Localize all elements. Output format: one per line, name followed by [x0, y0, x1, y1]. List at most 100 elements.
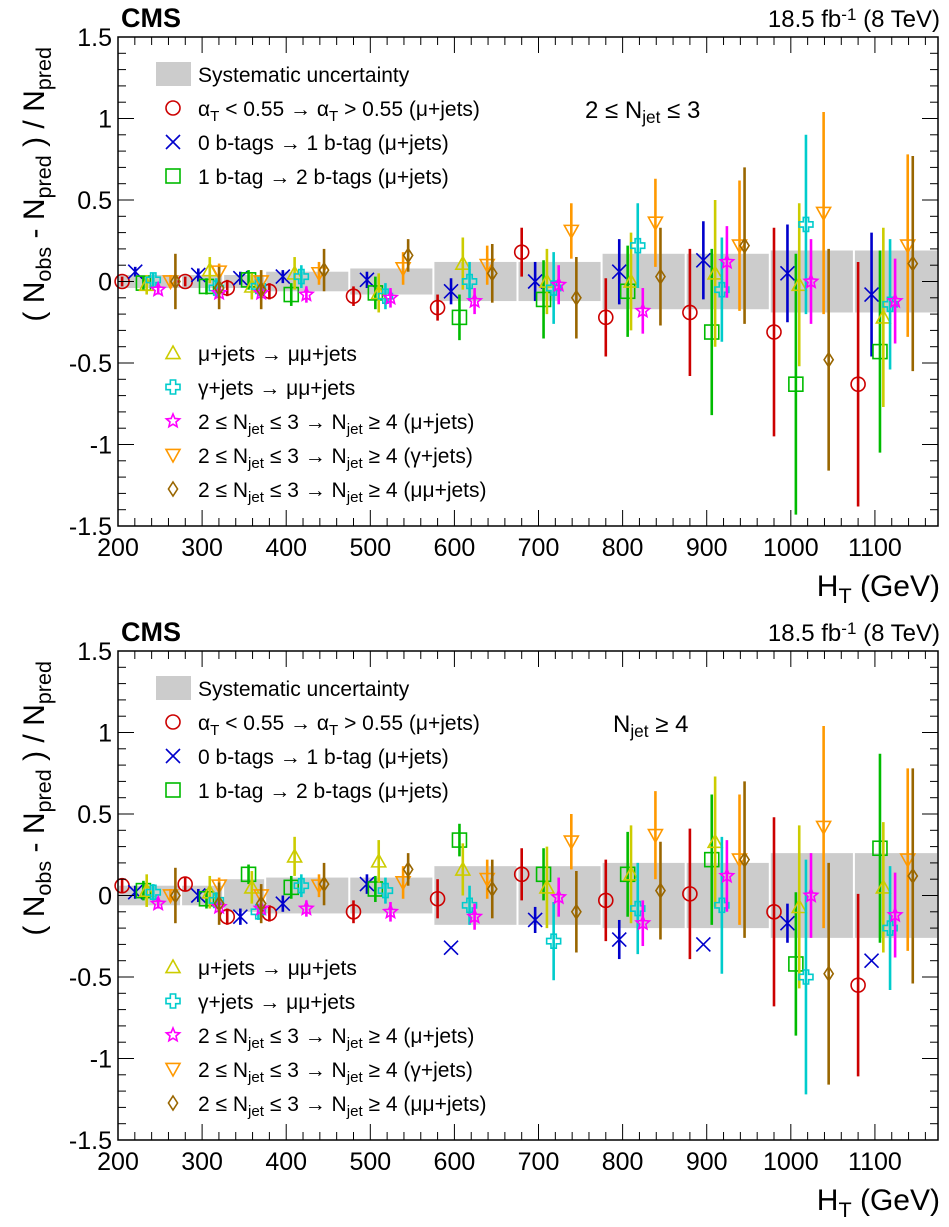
legend-item-gam2mumu: γ+jets → μμ+jets — [165, 991, 355, 1014]
legend-item-alphaT: αT < 0.55 → αT > 0.55 (μ+jets) — [165, 98, 480, 125]
data-point — [872, 343, 888, 360]
y-tick-label: -1 — [90, 1046, 112, 1074]
data-point — [240, 866, 257, 883]
data-point — [907, 867, 919, 885]
data-point — [394, 262, 412, 278]
data-point — [310, 879, 328, 895]
data-point — [461, 273, 478, 290]
data-point — [550, 275, 568, 293]
series-btag01 — [127, 874, 880, 969]
data-point — [706, 264, 724, 280]
legend-marker — [165, 134, 181, 150]
data-point — [682, 304, 698, 321]
data-point — [377, 882, 394, 899]
data-point — [275, 269, 291, 285]
y-tick-label: -1.5 — [69, 1127, 112, 1155]
data-point — [622, 272, 640, 288]
data-point — [550, 888, 568, 905]
legend-item-syst: Systematic uncertainty — [156, 62, 410, 87]
legend-label: 1 b-tag → 2 b-tags (μ+jets) — [198, 166, 449, 189]
legend-item-nj_mu: 2 ≤ Njet ≤ 3 → Njet ≥ 4 (μ+jets) — [164, 1025, 474, 1052]
data-point — [283, 286, 300, 303]
legend-marker — [165, 993, 181, 1009]
data-point — [899, 853, 917, 869]
data-point — [443, 940, 459, 956]
data-point — [899, 239, 917, 255]
data-point — [318, 875, 330, 893]
luminosity-label: 18.5 fb-1 (8 TeV) — [768, 619, 940, 647]
y-tick-label: -0.5 — [69, 350, 112, 378]
data-point — [169, 273, 181, 290]
data-point — [718, 866, 736, 884]
y-tick-label: 0 — [98, 883, 112, 911]
x-tick-label: 900 — [686, 1148, 728, 1176]
legend-item-nj_mumu: 2 ≤ Njet ≤ 3 → Njet ≥ 4 (μμ+jets) — [167, 1093, 487, 1120]
data-point — [243, 878, 261, 894]
data-point — [654, 268, 666, 286]
data-point — [815, 820, 832, 836]
data-point — [367, 881, 384, 897]
legend-label: γ+jets → μμ+jets — [198, 377, 355, 400]
data-point — [731, 853, 748, 869]
data-point — [465, 291, 484, 309]
x-tick-label: 800 — [602, 534, 644, 562]
legend-item-btag12: 1 b-tag → 2 b-tags (μ+jets) — [165, 780, 449, 803]
legend-label: 2 ≤ Njet ≤ 3 → Njet ≥ 4 (μμ+jets) — [198, 1093, 487, 1120]
legend-item-nj_gam: 2 ≤ Njet ≤ 3 → Njet ≥ 4 (γ+jets) — [164, 445, 473, 472]
legend-item-mu2mumu: μ+jets → μμ+jets — [164, 343, 357, 366]
x-tick-label: 500 — [349, 534, 391, 562]
data-point — [611, 931, 627, 948]
data-point — [570, 289, 582, 307]
data-point — [451, 309, 468, 326]
data-point — [703, 324, 720, 340]
data-point — [562, 224, 580, 240]
data-point — [718, 252, 736, 270]
panel-2: 200 300 400 500 600 700 800 900 1000 1100 -1.5 -1 -0… — [18, 617, 940, 1222]
data-point — [790, 898, 808, 914]
y-tick-label: 1 — [98, 106, 112, 134]
data-point — [461, 897, 478, 914]
data-point — [213, 279, 225, 297]
series-btag12 — [135, 753, 888, 1036]
data-point — [907, 255, 919, 273]
legend-label: 0 b-tags → 1 b-tag (μ+jets) — [198, 132, 449, 155]
legend-top: Systematic uncertainty αT < 0.55 → αT > 0… — [156, 62, 480, 189]
data-point — [597, 309, 614, 326]
x-tick-label: 700 — [518, 534, 560, 562]
y-axis-title: ( Nobs - Npred ) / Npred — [18, 661, 56, 936]
data-point — [454, 860, 472, 876]
series-nj_mumu — [169, 155, 919, 471]
legend-marker — [164, 344, 182, 360]
legend-label: αT < 0.55 → αT > 0.55 (μ+jets) — [198, 712, 480, 739]
legend-marker — [167, 1094, 179, 1112]
axis-ticks — [117, 36, 938, 527]
series-alphaT — [114, 227, 866, 507]
y-tick-label: 1 — [98, 720, 112, 748]
legend-label: αT < 0.55 → αT > 0.55 (μ+jets) — [198, 98, 480, 125]
legend-marker — [164, 1062, 182, 1078]
legend-label: Systematic uncertainty — [198, 64, 410, 87]
data-point — [297, 899, 316, 916]
data-point — [535, 866, 552, 883]
data-point — [882, 920, 898, 936]
data-point — [293, 877, 310, 894]
data-point — [213, 895, 225, 913]
data-point — [654, 882, 666, 900]
x-tick-label: 600 — [434, 534, 476, 562]
data-point — [145, 884, 162, 901]
data-point — [381, 902, 400, 920]
legend-label: 1 b-tag → 2 b-tags (μ+jets) — [198, 780, 449, 803]
data-point — [886, 905, 904, 923]
legend-item-nj_gam: 2 ≤ Njet ≤ 3 → Njet ≥ 4 (γ+jets) — [164, 1059, 473, 1086]
data-point — [381, 288, 400, 306]
x-tick-label: 900 — [686, 534, 728, 562]
y-tick-label: -1.5 — [69, 513, 112, 541]
x-tick-label: 1100 — [848, 1148, 902, 1176]
y-tick-label: 0.5 — [77, 801, 112, 829]
data-point — [863, 953, 880, 969]
data-point — [766, 903, 782, 920]
legend-bottom: μ+jets → μμ+jets γ+jets → μμ+jets 2 ≤ Njet… — [164, 343, 487, 506]
region-label: Njet ≥ 4 — [613, 711, 688, 741]
data-point — [779, 265, 796, 281]
